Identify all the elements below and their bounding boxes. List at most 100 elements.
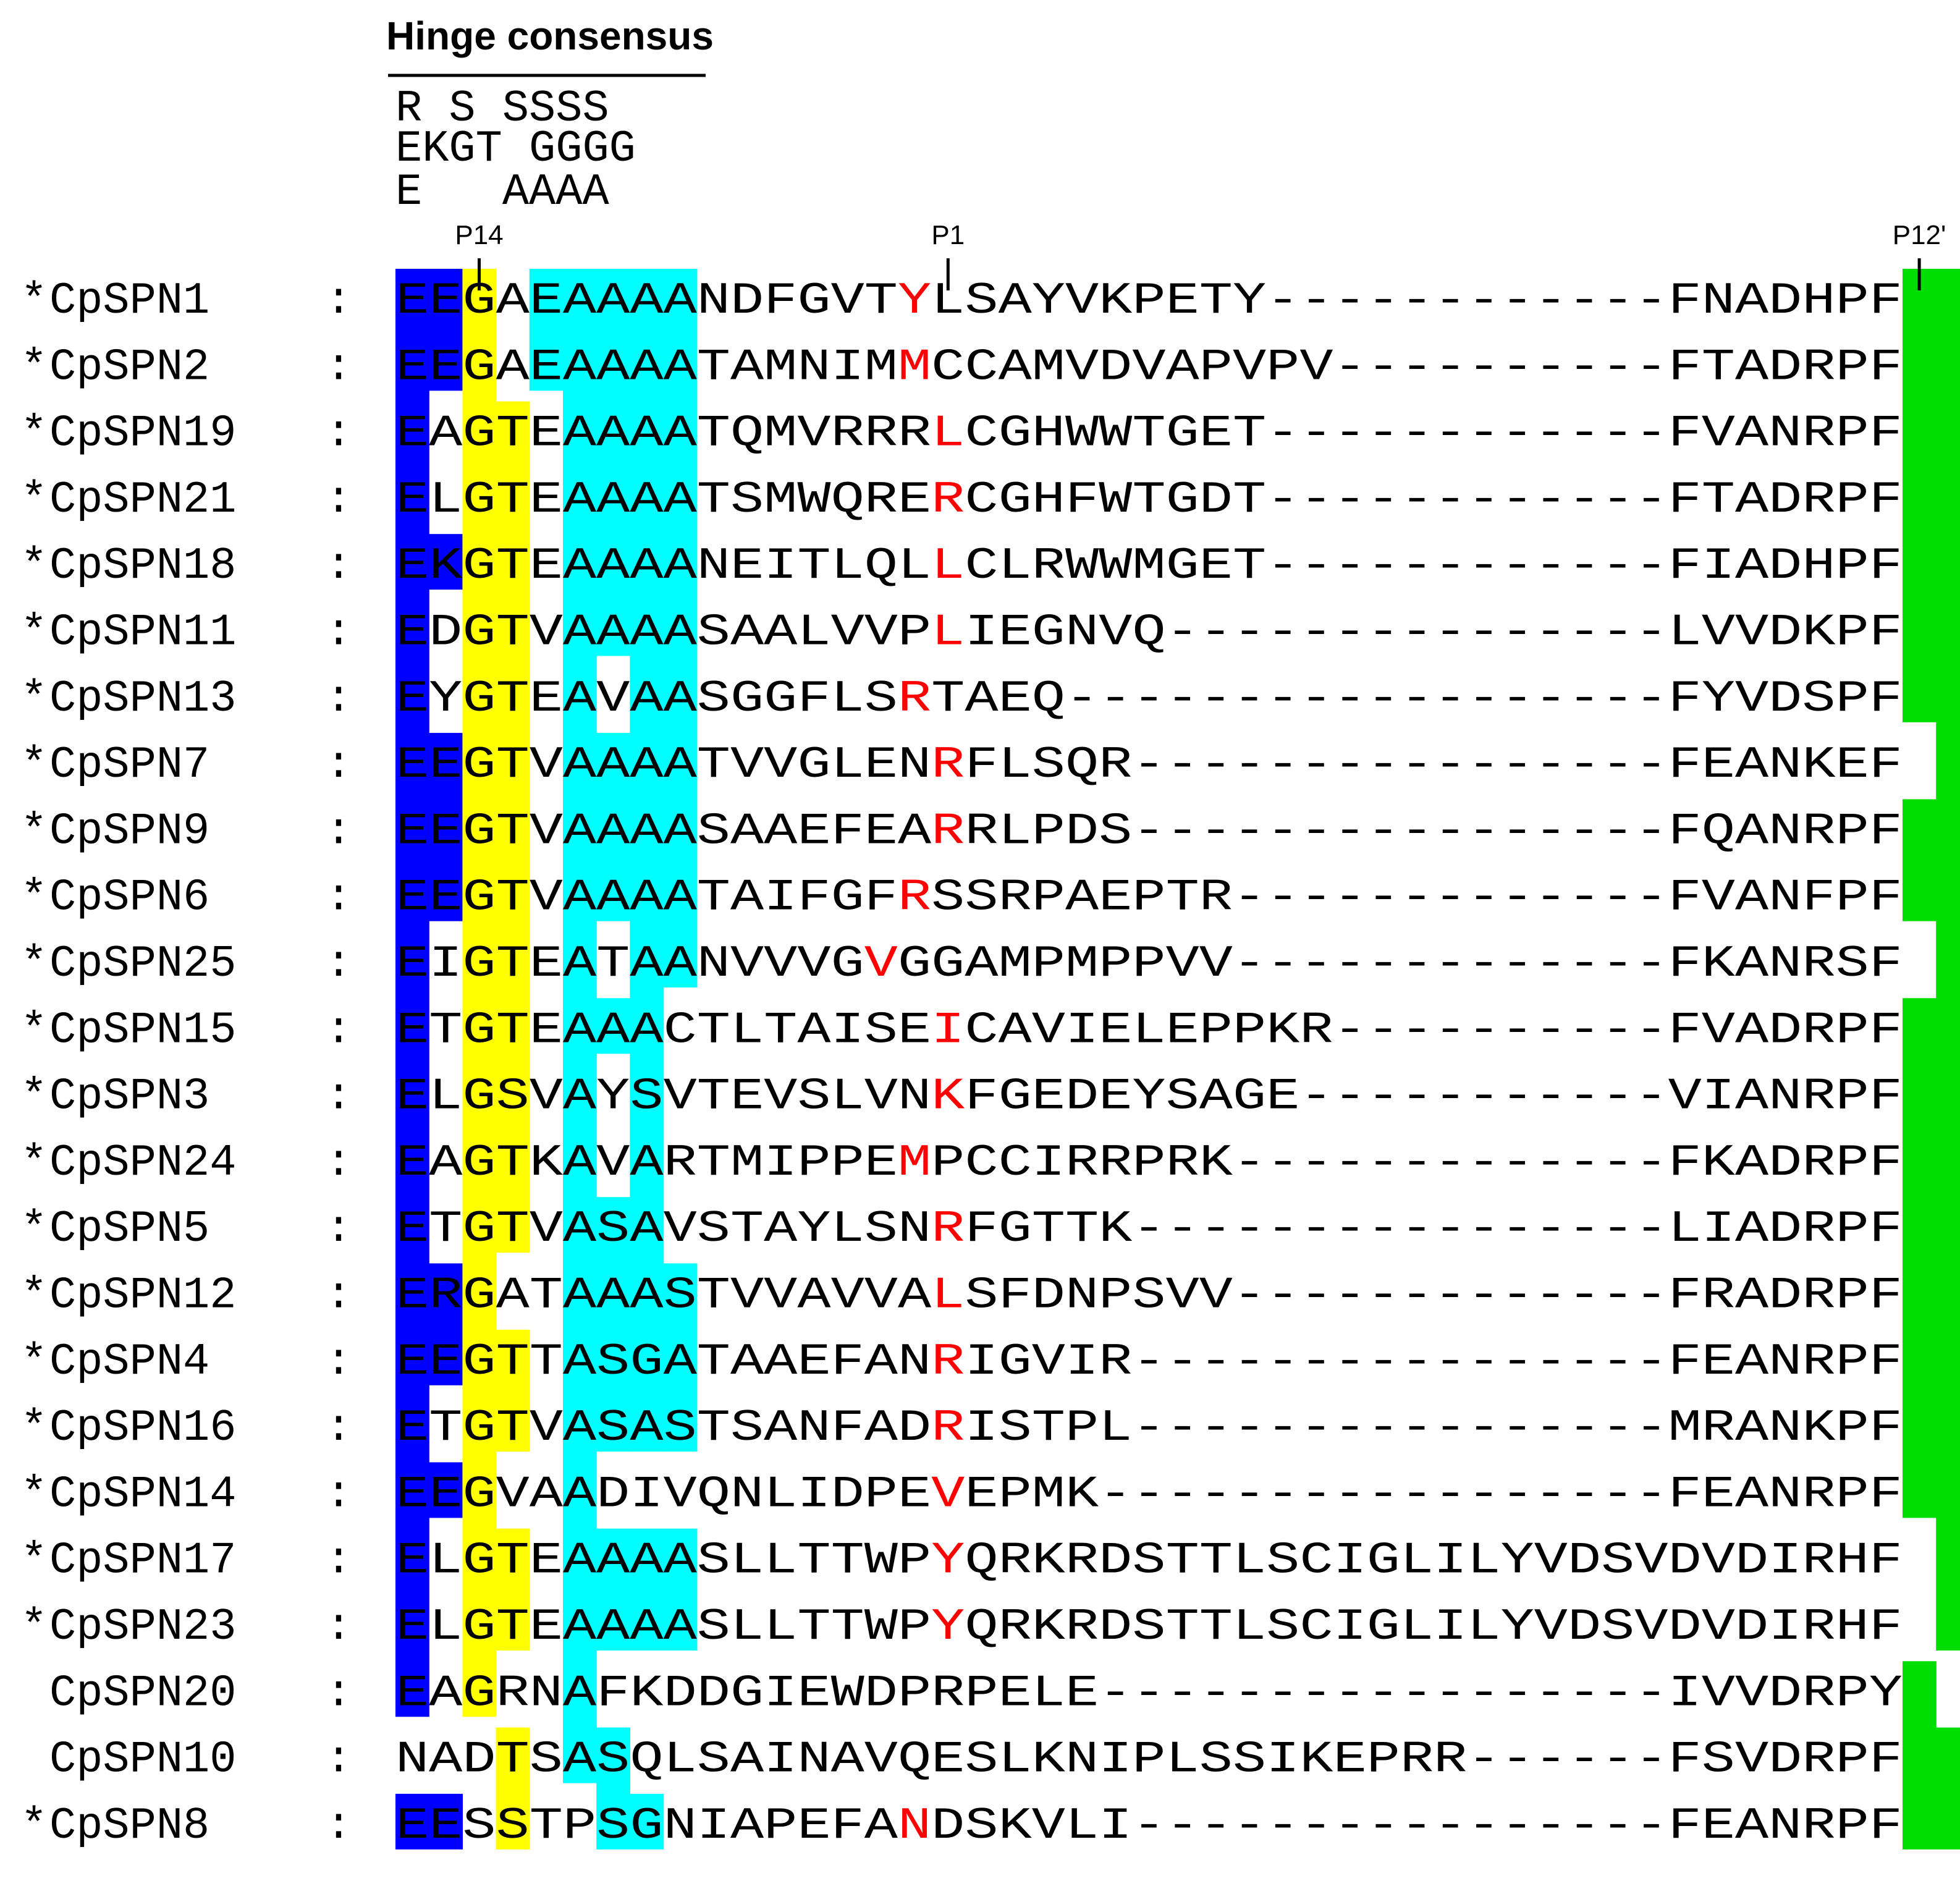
sequence-name: CpSPN13 <box>49 674 236 724</box>
highlight-green <box>1903 998 1937 1518</box>
alignment-row: * CpSPN24: E A G T K A V A R T M I P P E M P C C I R R P R K - - - - - -… <box>20 1138 1903 1188</box>
star-marker: * <box>20 1270 47 1321</box>
sequence-name: CpSPN21 <box>49 475 236 525</box>
alignment-row: * CpSPN9: E E G T V A A A A S A A E F E A R R L P D S - - - - - - - - - -… <box>20 806 1903 856</box>
star-marker: * <box>20 674 47 724</box>
highlight-cyan <box>630 269 664 1452</box>
star-marker: * <box>20 408 47 459</box>
highlight-cyan <box>663 1528 698 1651</box>
alignment-row: * CpSPN19: E A G T E A A A A T Q M V R R R L C G H W W T G E T - - - - -… <box>20 408 1903 459</box>
marker-label: P1 <box>931 220 965 250</box>
alignment-row: * CpSPN6: E E G T V A A A A T A I F G F R S S R P A E P T R - - - - - - -… <box>20 873 1903 923</box>
sequence-name: CpSPN4 <box>49 1337 209 1387</box>
highlight-cyan <box>596 1197 630 1452</box>
star-marker: * <box>20 1204 47 1254</box>
star-marker: * <box>20 1602 47 1652</box>
alignment-row: * CpSPN23: E L G T E A A A A S L L T T W P Y Q R K R D S T T L S C I G L… <box>20 1602 1903 1652</box>
alignment-row: * CpSPN13: E Y G T E A V A A S G G F L S R T A E Q - - - - - - - - - - -… <box>20 674 1903 724</box>
sequence-name: CpSPN17 <box>49 1536 236 1586</box>
highlight-cyan <box>563 269 597 1783</box>
separator: : <box>325 1337 352 1387</box>
sequence-name: CpSPN15 <box>49 1005 236 1055</box>
highlight-cyan <box>630 1528 664 1651</box>
alignment-row: * CpSPN5: E T G T V A S A V S T A Y L S N R F G T T K - - - - - - - - - -… <box>20 1204 1903 1254</box>
separator: : <box>325 1801 352 1851</box>
separator: : <box>325 475 352 525</box>
highlight-blue <box>429 1462 463 1518</box>
sequence-name: CpSPN12 <box>49 1270 236 1321</box>
consensus-row-3: E AAAA <box>395 167 609 218</box>
sequence-name: CpSPN3 <box>49 1072 209 1122</box>
alignment-row: * CpSPN4: E E G T T A S G A T A A E F A N R I G V I R - - - - - - - - - -… <box>20 1337 1903 1387</box>
sequence-name: CpSPN11 <box>49 607 236 658</box>
highlight-cyan <box>663 269 698 987</box>
highlight-cyan <box>630 1793 664 1849</box>
position-markers: P14 P1 P12' <box>455 220 1946 290</box>
highlight-cyan <box>596 269 630 656</box>
alignment-row: * CpSPN11: E D G T V A A A A S A A L V V P L I E G N V Q - - - - - - - -… <box>20 607 1903 658</box>
marker-2: P1 <box>931 220 965 290</box>
separator: : <box>325 939 352 989</box>
separator: : <box>325 1072 352 1122</box>
highlight-green <box>1903 269 1937 722</box>
separator: : <box>325 1668 352 1718</box>
separator: : <box>325 674 352 724</box>
star-marker: * <box>20 806 47 856</box>
sequence-name: CpSPN6 <box>49 873 209 923</box>
star-marker: * <box>20 873 47 923</box>
alignment-row: * CpSPN2: E E G A E A A A A T A M N I M M C C A M V D V A P V P V - - - -… <box>20 342 1903 392</box>
separator: : <box>325 1204 352 1254</box>
highlight-cyan <box>596 1727 630 1849</box>
separator: : <box>325 740 352 790</box>
highlight-yellow <box>496 1727 530 1849</box>
sequence-name: CpSPN7 <box>49 740 209 790</box>
highlight-blue <box>429 1793 463 1849</box>
consensus-block: R S SSSS EKGT GGGG E AAAA <box>395 83 636 218</box>
star-marker: * <box>20 1005 47 1055</box>
sequence-name: CpSPN2 <box>49 342 209 392</box>
star-marker: * <box>20 475 47 525</box>
star-marker: * <box>20 541 47 591</box>
sequence-name: CpSPN5 <box>49 1204 209 1254</box>
separator: : <box>325 1536 352 1586</box>
star-marker: * <box>20 1337 47 1387</box>
separator: : <box>325 1270 352 1321</box>
separator: : <box>325 873 352 923</box>
alignment-row: * CpSPN8: E E S S T P S G N I A P E F A N D S K V L I - - - - - - - - - -… <box>20 1801 1903 1851</box>
alignment-row: * CpSPN25: E I G T E A T A A N V V V G V G G A M P M P P V V - - - - - -… <box>20 939 1903 989</box>
star-marker: * <box>20 276 47 326</box>
highlight-green <box>1903 1661 1937 1849</box>
hinge-consensus-title: Hinge consensus <box>386 14 714 58</box>
star-marker: * <box>20 939 47 989</box>
alignment-row: * CpSPN18: E K G T E A A A A N E I T L Q L L C L R W W M G E T - - - - -… <box>20 541 1903 591</box>
highlight-green <box>1936 269 1960 1651</box>
highlight-cyan <box>663 1263 698 1452</box>
separator: : <box>325 1138 352 1188</box>
sequence-name: CpSPN14 <box>49 1469 236 1520</box>
highlight-cyan <box>529 269 564 391</box>
highlight-blue <box>429 534 463 590</box>
alignment-row: * CpSPN16: E T G T V A S A S T S A N F A D R I S T P L - - - - - - - - -… <box>20 1403 1903 1453</box>
separator: : <box>325 1469 352 1520</box>
sequence-name: CpSPN19 <box>49 408 236 459</box>
alignment-row: * CpSPN21: E L G T E A A A A T S M W Q R E R C G H F W T G D T - - - - -… <box>20 475 1903 525</box>
highlight-cyan <box>596 733 630 921</box>
highlight-green <box>1936 1727 1960 1849</box>
